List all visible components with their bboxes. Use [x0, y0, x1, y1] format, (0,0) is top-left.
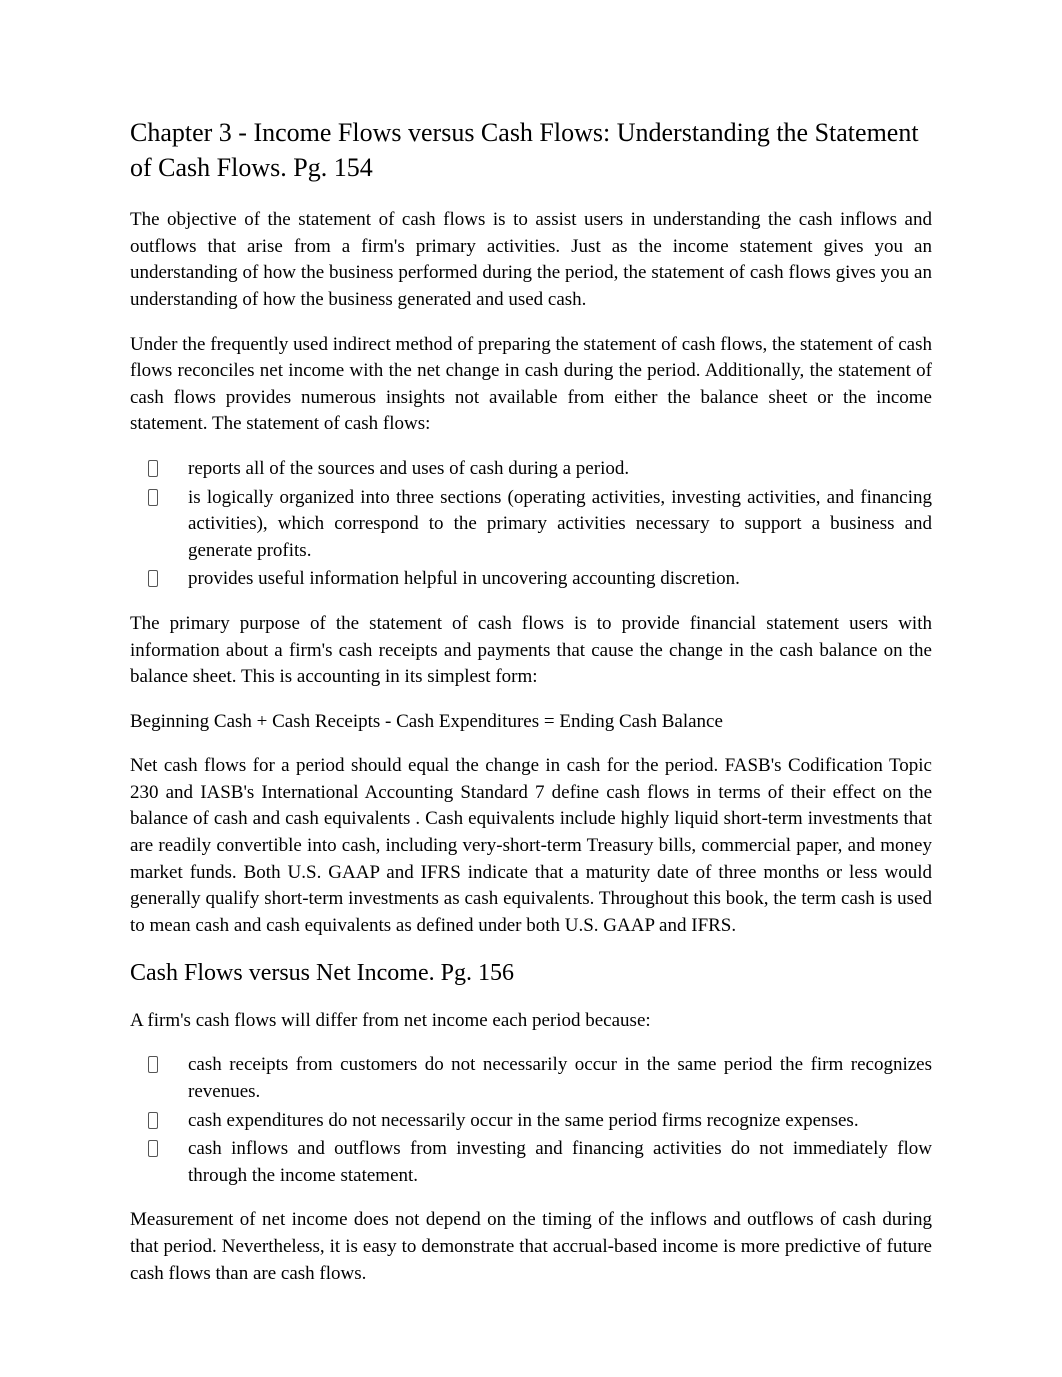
paragraph-net-cash-flows: Net cash flows for a period should equal… [130, 753, 932, 939]
paragraph-primary-purpose: The primary purpose of the statement of … [130, 611, 932, 691]
list-item: is logically organized into three sectio… [130, 485, 932, 565]
list-item: provides useful information helpful in u… [130, 566, 932, 593]
paragraph-equation: Beginning Cash + Cash Receipts - Cash Ex… [130, 709, 932, 736]
list-item: cash expenditures do not necessarily occ… [130, 1108, 932, 1135]
document-page: Chapter 3 - Income Flows versus Cash Flo… [0, 0, 1062, 1365]
list-item: cash inflows and outflows from investing… [130, 1136, 932, 1189]
list-item: cash receipts from customers do not nece… [130, 1052, 932, 1105]
list-statement-features: reports all of the sources and uses of c… [130, 456, 932, 593]
paragraph-intro: The objective of the statement of cash f… [130, 207, 932, 313]
chapter-title: Chapter 3 - Income Flows versus Cash Flo… [130, 115, 932, 185]
list-differ-reasons: cash receipts from customers do not nece… [130, 1052, 932, 1189]
paragraph-differ: A firm's cash flows will differ from net… [130, 1008, 932, 1035]
paragraph-measurement: Measurement of net income does not depen… [130, 1207, 932, 1287]
list-item: reports all of the sources and uses of c… [130, 456, 932, 483]
paragraph-indirect-method: Under the frequently used indirect metho… [130, 332, 932, 438]
section-subtitle: Cash Flows versus Net Income. Pg. 156 [130, 957, 932, 989]
